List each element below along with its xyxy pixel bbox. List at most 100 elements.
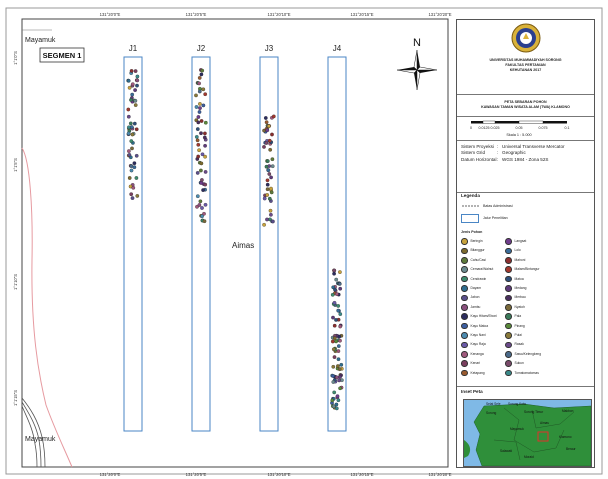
map-title-1: PETA SEBARAN POHON — [504, 100, 547, 104]
species-color-dot — [505, 332, 512, 339]
map-title-2: KAWASAN TAMAN WISATA ALAM (TWA) KLAMONO — [481, 105, 570, 109]
tree-point — [265, 182, 270, 187]
species-name: Tomatomatomas — [514, 370, 539, 375]
species-legend-item: Rasak — [505, 340, 524, 349]
tree-point — [262, 196, 267, 201]
bottom-tick-label: 131°20'10"E — [267, 472, 290, 477]
tree-point — [266, 168, 271, 173]
inset-title: Inset Peta — [461, 389, 483, 394]
inset-map: Selat Sele Sorong Kota Sorong Sorong Timur M… — [463, 399, 592, 467]
species-legend-item: Nyatoh — [505, 303, 525, 312]
north-arrow-e-dark — [417, 70, 437, 73]
transect-legend-symbol — [461, 214, 479, 223]
tree-point — [334, 318, 338, 322]
north-arrow-e-light — [416, 66, 438, 71]
transect-boxes — [123, 56, 347, 432]
tree-point — [195, 138, 200, 143]
tree-point — [262, 145, 266, 149]
map-frame — [21, 18, 449, 468]
tree-point — [130, 196, 135, 200]
scale-text: Skala 1 : 5.000 — [506, 133, 531, 137]
admin-boundary-line — [21, 147, 73, 468]
inset-place-label: Beraur — [566, 447, 577, 451]
species-name: Ketapang — [470, 370, 485, 375]
tree-point — [126, 78, 131, 83]
tree-point — [331, 404, 336, 409]
top-tick-label: 131°20'0"E — [100, 12, 121, 17]
left-tick-label: 1°1'15"S — [13, 390, 18, 406]
left-tick-labels: 1°1'0"S 1°1'5"S 1°1'10"S 1°1'15"S — [13, 51, 18, 406]
inset-place-label: Klamono — [559, 435, 572, 439]
tree-point — [200, 178, 204, 182]
tree-point — [197, 203, 202, 207]
tree-point — [194, 93, 198, 98]
tree-point — [194, 135, 199, 139]
tree-point — [130, 146, 134, 151]
tree-point — [333, 287, 337, 292]
tree-point — [130, 92, 135, 97]
species-name: Sawo/Kelengkeng — [514, 351, 542, 356]
tree-point — [135, 78, 140, 83]
tree-point — [270, 132, 274, 137]
tree-point — [335, 375, 339, 380]
inset-place-label: Aimas — [540, 421, 549, 425]
tree-point — [197, 110, 202, 114]
tree-point — [338, 286, 343, 291]
species-color-dot — [461, 247, 468, 255]
road-line-1 — [21, 397, 46, 468]
species-name: Jambu — [470, 304, 481, 309]
tree-point — [267, 124, 271, 128]
tree-point — [132, 161, 137, 166]
species-color-dot — [461, 294, 468, 302]
species-name: Langsat — [514, 239, 527, 243]
tree-point — [330, 398, 335, 403]
university-logo-icon — [511, 23, 541, 53]
species-color-dot — [461, 266, 468, 273]
faculty-name: FAKULTAS PERTANIAN — [505, 63, 546, 67]
species-name: Lolo — [514, 248, 521, 253]
transect-box-j3 — [259, 56, 279, 432]
species-legend-item: Kayu Raja — [461, 340, 486, 349]
tree-point — [269, 212, 273, 217]
scale-tick-0: 0 — [470, 126, 472, 130]
tree-point — [202, 219, 207, 224]
tree-point — [338, 324, 343, 329]
top-tick-label: 131°20'10"E — [267, 12, 290, 17]
tree-point — [264, 120, 269, 125]
tree-point — [199, 181, 204, 185]
tree-point — [332, 336, 337, 341]
tree-point — [265, 128, 270, 133]
scale-tick-1: 0.0125 0.025 — [479, 126, 500, 130]
species-color-dot — [505, 247, 512, 255]
tree-point — [271, 114, 276, 119]
species-name: Nyatoh — [514, 304, 525, 309]
tree-point — [265, 217, 269, 222]
transect-box-j1 — [123, 56, 143, 432]
inset-place-label: Mayamuk — [510, 427, 524, 431]
north-label: N — [413, 37, 421, 49]
tree-point — [332, 390, 337, 395]
tree-point — [334, 406, 339, 411]
tree-point — [203, 92, 208, 97]
transect-box-j2 — [191, 56, 211, 432]
species-legend-item: Bitanggur — [461, 246, 485, 255]
tree-point — [334, 339, 338, 344]
species-name: Pinang — [514, 323, 525, 328]
scale-section: 0 0.0125 0.025 0.05 0.075 0.1 Skala 1 : … — [457, 116, 594, 141]
tree-point — [197, 148, 201, 153]
species-color-dot — [461, 313, 468, 320]
tree-point — [338, 338, 342, 343]
tree-point — [267, 196, 272, 201]
transect-labels: J1 J2 J3 J4 — [129, 44, 342, 53]
tree-point — [199, 168, 203, 173]
tree-point — [338, 375, 342, 379]
legend-title: Legenda — [461, 193, 480, 198]
tree-point — [336, 304, 341, 308]
projection-row: Sistem Grid: Geographic — [461, 150, 526, 156]
species-color-dot — [461, 332, 468, 339]
bottom-tick-label: 131°20'20"E — [428, 472, 451, 477]
bottom-tick-label: 131°20'5"E — [186, 472, 207, 477]
top-tick-label: 131°20'15"E — [350, 12, 373, 17]
species-name: Kenari — [470, 361, 481, 366]
